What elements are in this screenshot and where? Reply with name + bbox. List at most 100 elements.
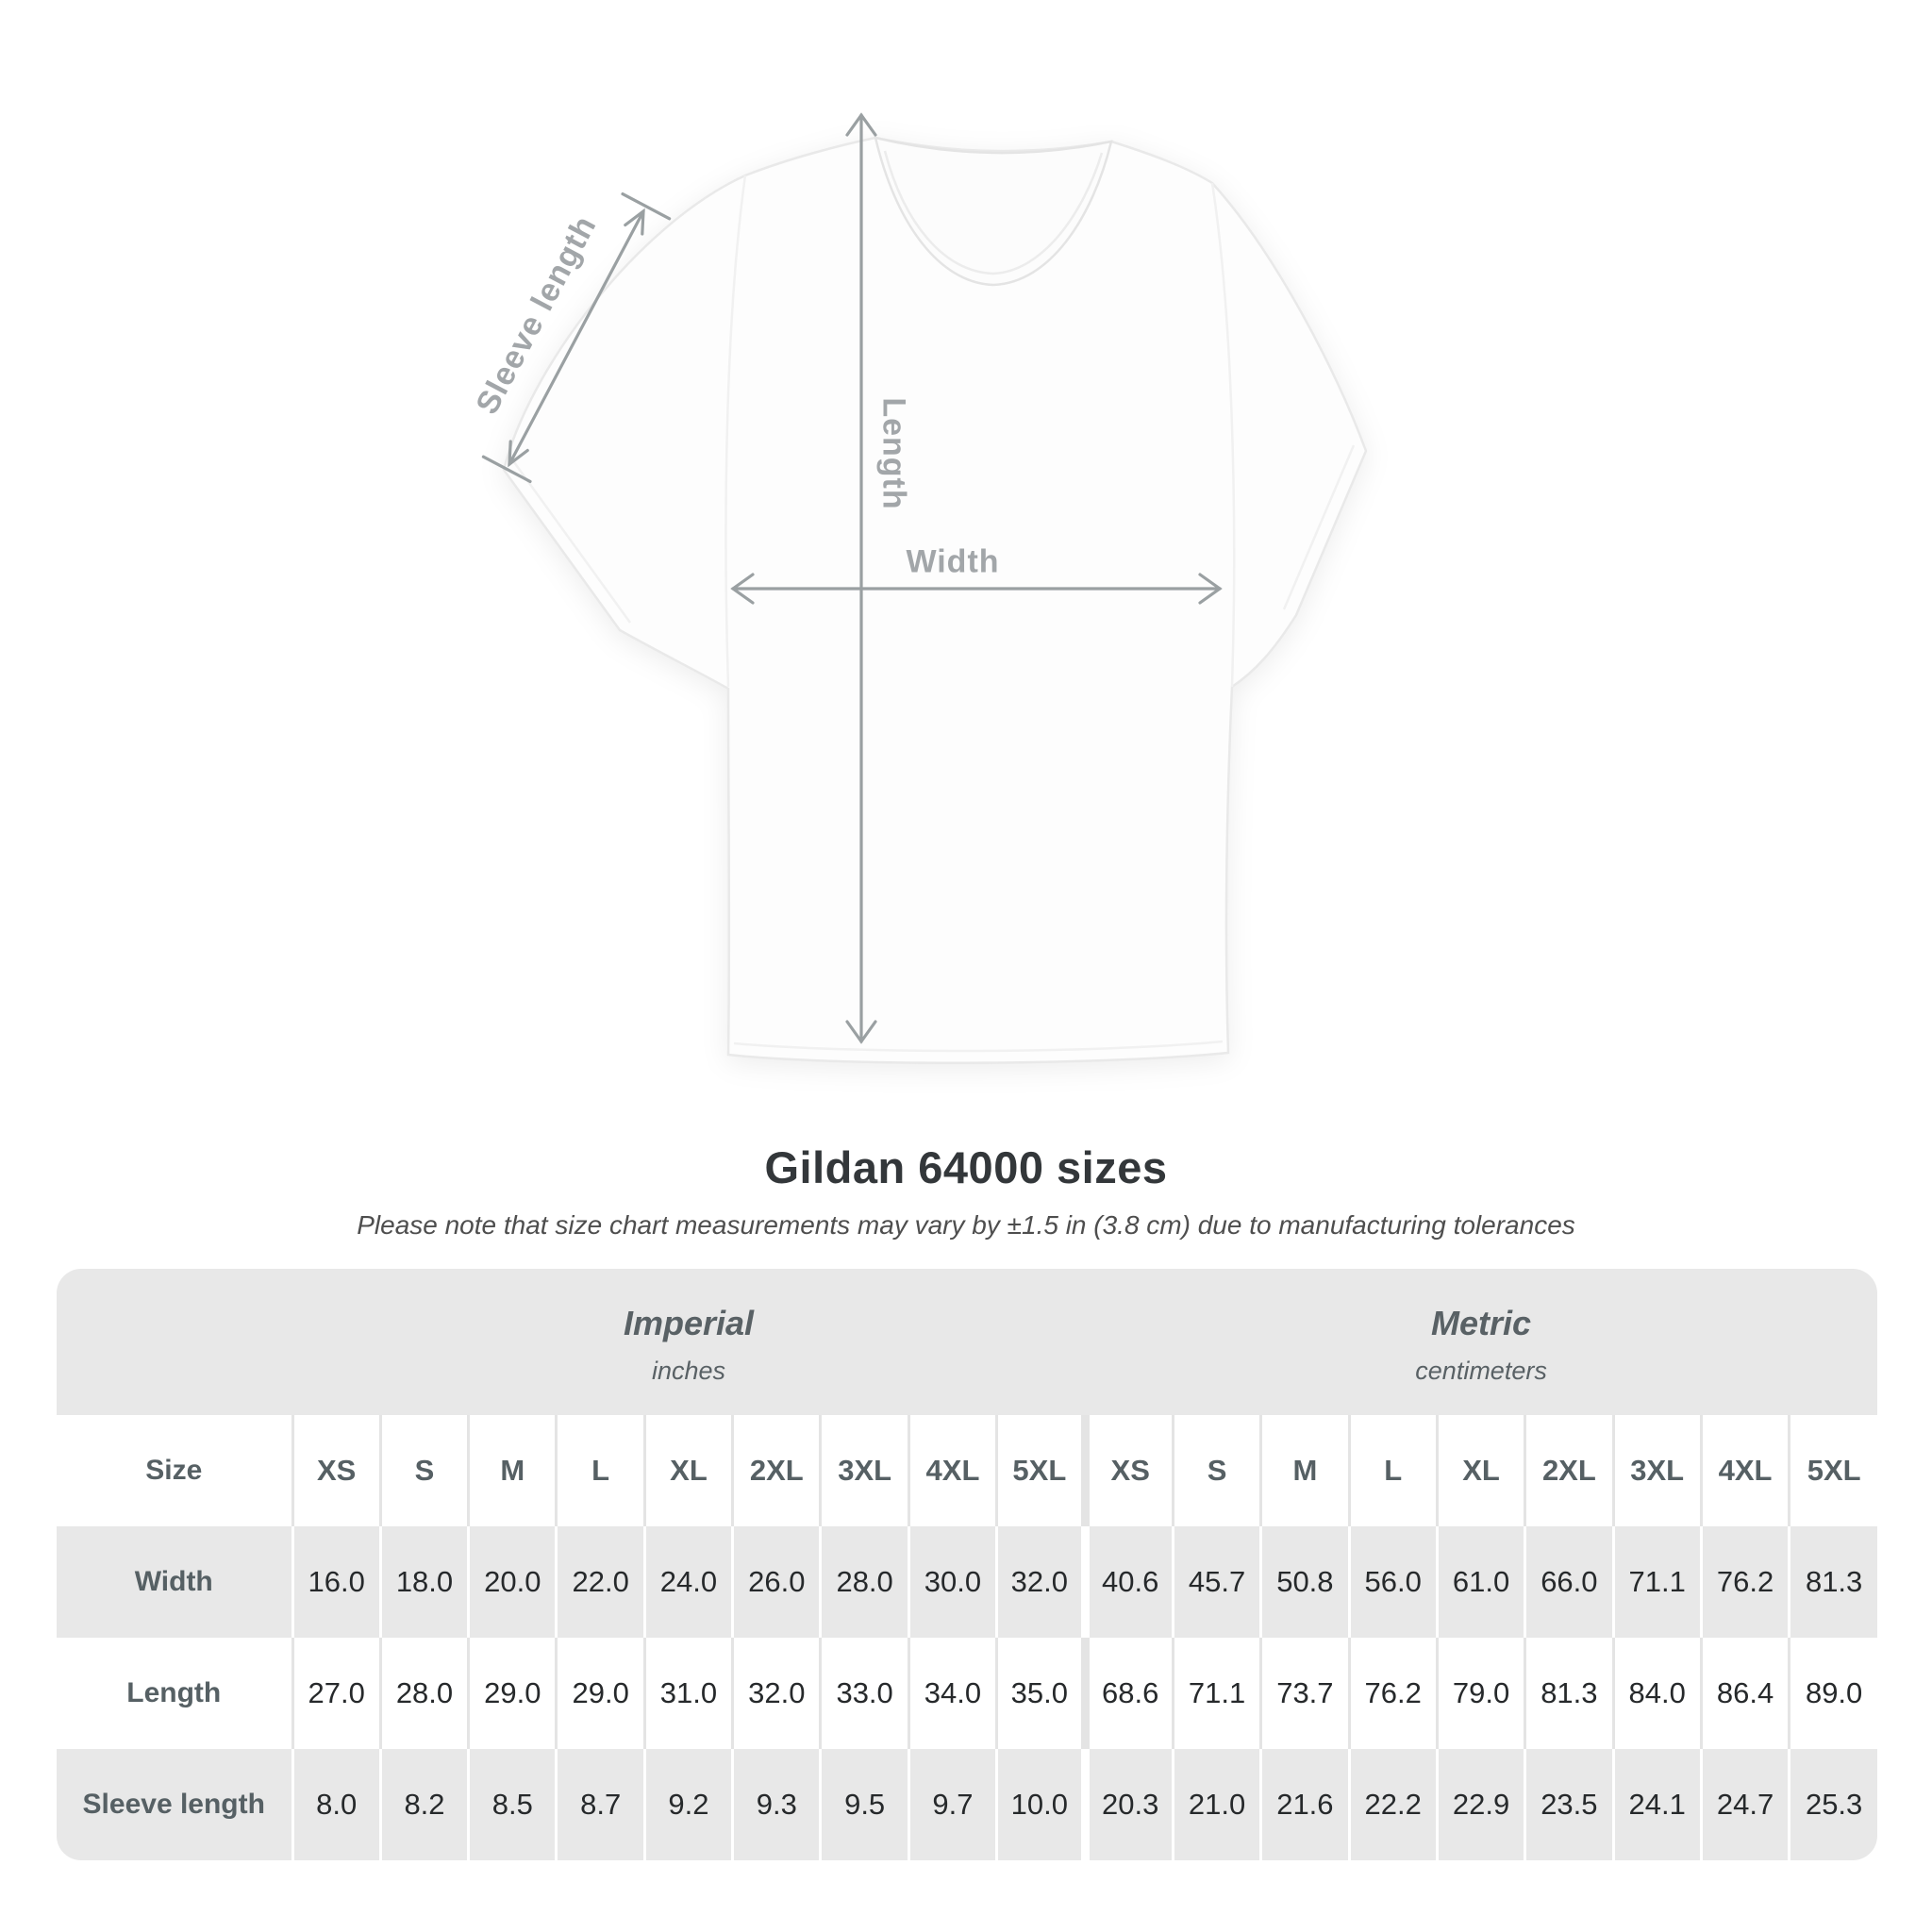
value-cell: 76.2 (1347, 1638, 1438, 1749)
right-body-seam (1210, 182, 1236, 688)
length-arrow (845, 112, 877, 1044)
value-cell: 20.3 (1080, 1749, 1174, 1860)
unit-group-subtitle: centimeters (1415, 1357, 1547, 1385)
tshirt-image (481, 112, 1368, 1064)
size-header-cell: 2XL (731, 1415, 821, 1526)
value-cell: 68.6 (1080, 1638, 1174, 1749)
unit-group-row: Imperial inches Metric centimeters (57, 1269, 1877, 1415)
value-cell: 35.0 (995, 1638, 1086, 1749)
value-cell: 50.8 (1259, 1526, 1350, 1638)
size-header-cell: L (555, 1415, 645, 1526)
size-header-row: Size XS S M L XL 2XL 3XL 4XL 5XL XS S M L XL 2XL 3XL 4XL 5… (57, 1415, 1877, 1526)
tshirt-body (502, 136, 1368, 1064)
value-cell: 86.4 (1699, 1638, 1790, 1749)
unit-group-subtitle: inches (652, 1357, 726, 1385)
left-body-seam (724, 175, 747, 688)
size-header-cell: 2XL (1524, 1415, 1614, 1526)
value-cell: 56.0 (1347, 1526, 1438, 1638)
value-cell: 8.2 (378, 1749, 469, 1860)
value-cell: 18.0 (378, 1526, 469, 1638)
value-cell: 32.0 (995, 1526, 1086, 1638)
size-header-cell: L (1347, 1415, 1438, 1526)
value-cell: 30.0 (907, 1526, 997, 1638)
page-title: Gildan 64000 sizes (764, 1142, 1168, 1192)
value-cell: 31.0 (642, 1638, 733, 1749)
value-cell: 8.7 (555, 1749, 645, 1860)
value-cell: 81.3 (1524, 1638, 1614, 1749)
value-cell: 71.1 (1611, 1526, 1702, 1638)
value-cell: 29.0 (467, 1638, 557, 1749)
size-diagram: Sleeve length Length Width (469, 112, 1368, 1064)
value-cell: 20.0 (467, 1526, 557, 1638)
size-table-grid: Imperial inches Metric centimeters Size XS S M L… (57, 1269, 1877, 1860)
size-header-cell: XL (1435, 1415, 1525, 1526)
sleeve-length-arrow (481, 192, 672, 483)
group-corner-cell (57, 1269, 292, 1415)
value-cell: 9.2 (642, 1749, 733, 1860)
width-label: Width (906, 543, 1000, 580)
size-header-cell: XL (642, 1415, 733, 1526)
size-header-cell: 5XL (1788, 1415, 1877, 1526)
measurement-label: Length (126, 1677, 222, 1708)
unit-group-cell: Imperial inches (292, 1269, 1085, 1415)
value-cell: 45.7 (1171, 1526, 1261, 1638)
value-cell: 9.7 (907, 1749, 997, 1860)
value-cell: 71.1 (1171, 1638, 1261, 1749)
unit-group-cell: Metric centimeters (1085, 1269, 1877, 1415)
value-cell: 23.5 (1524, 1749, 1614, 1860)
size-header-cell: S (1171, 1415, 1261, 1526)
size-header-cell: XS (291, 1415, 381, 1526)
value-cell: 21.0 (1171, 1749, 1261, 1860)
value-cell: 29.0 (555, 1638, 645, 1749)
right-cuff-stitch (1282, 444, 1356, 610)
value-cell: 9.5 (819, 1749, 909, 1860)
value-cell: 22.0 (555, 1526, 645, 1638)
size-header-cell: XS (1080, 1415, 1174, 1526)
width-arrow (730, 573, 1223, 605)
value-cell: 22.9 (1435, 1749, 1525, 1860)
size-header-cell: 3XL (819, 1415, 909, 1526)
value-cell: 32.0 (731, 1638, 821, 1749)
measurement-label: Width (134, 1566, 213, 1597)
value-cell: 22.2 (1347, 1749, 1438, 1860)
size-table: Imperial inches Metric centimeters Size XS S M L… (57, 1269, 1877, 1860)
value-cell: 25.3 (1788, 1749, 1877, 1860)
value-cell: 34.0 (907, 1638, 997, 1749)
size-header-cell: 5XL (995, 1415, 1086, 1526)
value-cell: 79.0 (1435, 1638, 1525, 1749)
value-cell: 8.0 (291, 1749, 381, 1860)
size-header-cell: M (1259, 1415, 1350, 1526)
size-header-cell: 4XL (1699, 1415, 1790, 1526)
unit-group-title: Metric (1431, 1304, 1532, 1342)
value-cell: 40.6 (1080, 1526, 1174, 1638)
left-cuff-stitch (512, 461, 632, 624)
measurement-row: Width 16.0 18.0 20.0 22.0 24.0 26.0 28.0 30.0 32.… (57, 1526, 1877, 1638)
value-cell: 16.0 (291, 1526, 381, 1638)
measurement-label: Sleeve length (82, 1789, 265, 1820)
size-header-cell: 3XL (1611, 1415, 1702, 1526)
size-header-cell: M (467, 1415, 557, 1526)
collar-seam (883, 150, 1104, 275)
size-header-cell: 4XL (907, 1415, 997, 1526)
value-cell: 84.0 (1611, 1638, 1702, 1749)
value-cell: 66.0 (1524, 1526, 1614, 1638)
measurement-row: Length 27.0 28.0 29.0 29.0 31.0 32.0 33.0 34.0 35… (57, 1638, 1877, 1749)
value-cell: 24.0 (642, 1526, 733, 1638)
value-cell: 24.7 (1699, 1749, 1790, 1860)
value-cell: 27.0 (291, 1638, 381, 1749)
value-cell: 81.3 (1788, 1526, 1877, 1638)
size-header-cell: S (378, 1415, 469, 1526)
tolerance-note: Please note that size chart measurements… (357, 1210, 1575, 1240)
value-cell: 73.7 (1259, 1638, 1350, 1749)
unit-group-title: Imperial (624, 1304, 755, 1342)
value-cell: 9.3 (731, 1749, 821, 1860)
size-corner-label: Size (145, 1455, 203, 1486)
measurement-row: Sleeve length 8.0 8.2 8.5 8.7 9.2 9.3 9.5 9.7 10.… (57, 1749, 1877, 1860)
value-cell: 61.0 (1435, 1526, 1525, 1638)
tshirt-collar (874, 136, 1113, 287)
value-cell: 26.0 (731, 1526, 821, 1638)
value-cell: 76.2 (1699, 1526, 1790, 1638)
value-cell: 10.0 (995, 1749, 1086, 1860)
value-cell: 24.1 (1611, 1749, 1702, 1860)
value-cell: 21.6 (1259, 1749, 1350, 1860)
